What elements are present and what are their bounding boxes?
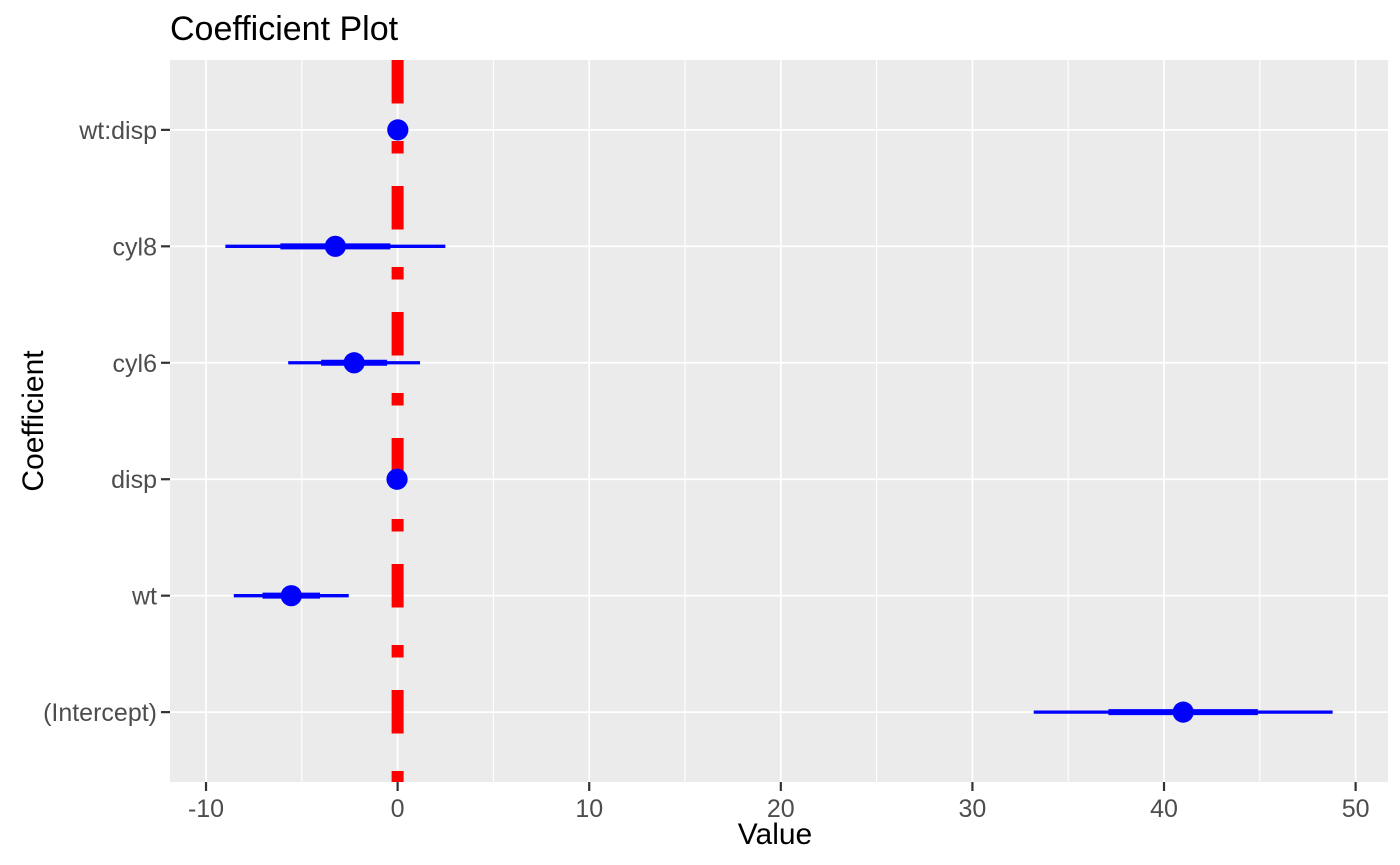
estimate-point [280, 585, 302, 607]
x-axis-title: Value [737, 818, 813, 851]
estimate-point [386, 468, 408, 490]
panel-background [170, 60, 1388, 782]
x-tick-label: 0 [391, 795, 405, 823]
estimate-point [343, 352, 365, 374]
x-tick-label: 20 [767, 795, 795, 823]
estimate-point [324, 235, 346, 257]
y-tick-label: cyl6 [113, 350, 157, 378]
y-tick-label: (Intercept) [43, 699, 157, 727]
y-tick-label: disp [111, 466, 157, 494]
y-tick-label: wt:disp [78, 117, 157, 145]
estimate-point [1172, 701, 1194, 723]
x-tick-label: -10 [188, 795, 224, 823]
x-tick-label: 50 [1342, 795, 1370, 823]
x-tick-label: 40 [1150, 795, 1178, 823]
x-tick-label: 10 [575, 795, 603, 823]
estimate-point [387, 119, 409, 141]
x-tick-label: 30 [959, 795, 987, 823]
y-tick-label: wt [131, 583, 157, 611]
y-tick-label: cyl8 [113, 233, 157, 261]
plot-title: Coefficient Plot [170, 10, 399, 48]
